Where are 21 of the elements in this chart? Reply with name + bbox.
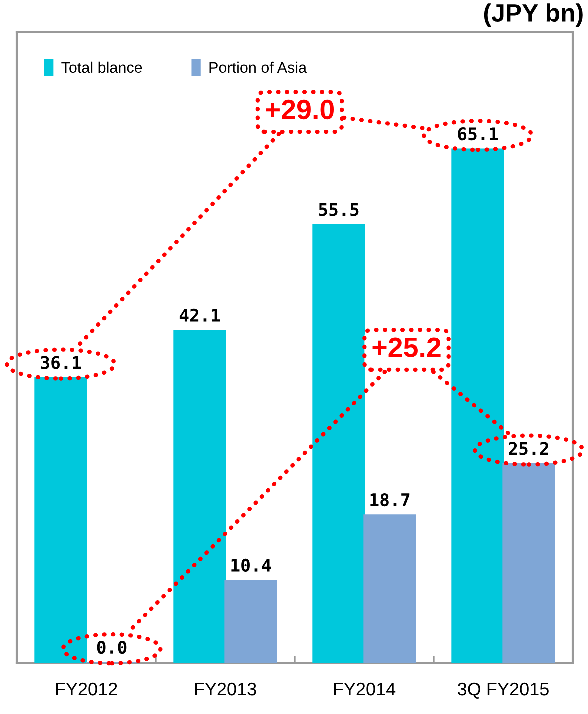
x-tick-label: 3Q FY2015 xyxy=(458,682,549,699)
data-label: 65.1 xyxy=(458,127,498,141)
bar xyxy=(364,514,416,663)
data-label: 25.2 xyxy=(509,442,548,456)
x-tick-label: FY2012 xyxy=(56,682,118,696)
data-label: 0.0 xyxy=(97,640,127,654)
data-label: 18.7 xyxy=(370,493,410,507)
data-label: 10.4 xyxy=(232,558,272,572)
x-tick-label: FY2013 xyxy=(195,682,256,696)
bar xyxy=(312,224,366,663)
legend-label: Portion of Asia xyxy=(210,62,308,74)
data-label: 55.5 xyxy=(319,203,359,216)
y-axis-title: (JPY bn) xyxy=(484,4,583,27)
x-tick-label: FY2014 xyxy=(334,682,396,696)
data-label: 42.1 xyxy=(180,308,220,322)
annotation: +25.2 xyxy=(372,338,441,358)
legend-label: Total blance xyxy=(62,62,142,74)
annotation: +29.0 xyxy=(266,100,334,120)
bar xyxy=(224,580,278,663)
bar xyxy=(174,330,226,663)
data-label: 36.1 xyxy=(41,356,82,370)
